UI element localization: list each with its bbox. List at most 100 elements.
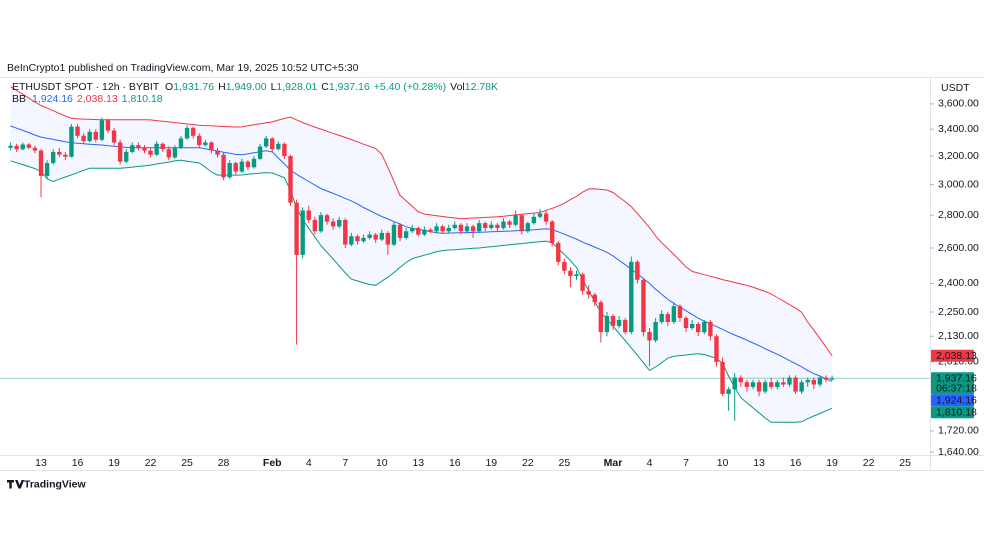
candle-body [38, 150, 44, 176]
price-countdown: 06:37:18 [936, 383, 977, 395]
candle-body [446, 228, 451, 232]
candle-body [464, 226, 470, 232]
candle-body [434, 226, 439, 232]
candle-body [306, 210, 311, 220]
candle-body [659, 313, 664, 322]
candle-body [57, 151, 62, 155]
candle-body [483, 223, 488, 229]
legend-value: 1,937.16 [329, 81, 370, 93]
candle-body [172, 147, 178, 158]
candle-body [148, 150, 153, 155]
y-unit: USDT [941, 82, 970, 94]
candle-body [257, 146, 263, 159]
candle-body [604, 315, 610, 333]
candle-body [781, 382, 786, 385]
price-badge [931, 372, 974, 395]
candle-body [330, 221, 336, 227]
price-badge [931, 406, 974, 419]
candle-body [136, 145, 141, 148]
candle-body [69, 126, 74, 157]
bb-lower [10, 159, 833, 423]
y-tick-label: 3,400.00 [938, 123, 979, 135]
candle-body [677, 306, 683, 318]
x-tick-label: 25 [181, 457, 193, 469]
y-tick-label: 3,600.00 [938, 98, 979, 110]
candle-body [343, 219, 348, 245]
bb-upper [10, 86, 833, 357]
legend-key: H [218, 81, 226, 93]
x-tick-label: 28 [218, 457, 230, 469]
candle-body [221, 154, 226, 178]
candle-body [111, 130, 117, 143]
candle-body [762, 382, 768, 392]
candle-body [805, 379, 810, 383]
candle-body [549, 221, 555, 243]
candle-body [227, 163, 232, 178]
candle-body [495, 224, 500, 229]
x-tick-label: 13 [412, 457, 424, 469]
candle-body [336, 219, 342, 227]
candle-body [50, 151, 56, 164]
candle-body [312, 219, 318, 232]
candle-body [270, 138, 275, 150]
price-badge [931, 349, 974, 362]
candle-body [209, 142, 214, 151]
x-tick-label: 13 [753, 457, 765, 469]
y-tick-label: 3,000.00 [938, 178, 979, 190]
candle-body [14, 145, 19, 150]
candle-body [568, 270, 573, 277]
x-tick-label: 7 [342, 457, 348, 469]
x-tick-label: 22 [522, 457, 534, 469]
x-tick-label: Feb [263, 457, 282, 469]
candle-body [440, 226, 445, 232]
x-tick-label: Mar [604, 457, 623, 469]
candle-body [197, 135, 202, 146]
candle-body [592, 294, 597, 303]
x-tick-label: 4 [306, 457, 312, 469]
candle-body [629, 261, 634, 333]
candle-body [671, 306, 677, 322]
brand-logo: TradingView [6, 478, 86, 490]
y-tick-label: 3,200.00 [938, 150, 979, 162]
x-tick-label: 13 [35, 457, 47, 469]
candle-body [501, 221, 506, 229]
legend-value: 1,928.01 [276, 81, 317, 93]
candle-body [142, 147, 147, 151]
logo-mark [6, 480, 25, 489]
candle-body [513, 215, 518, 225]
plot [0, 86, 930, 423]
x-tick-label: 22 [145, 457, 157, 469]
candle-body [410, 228, 415, 232]
candle-body [373, 234, 378, 240]
candle-body [154, 143, 159, 155]
candle-body [452, 224, 458, 229]
candle-body [263, 138, 269, 147]
legend-line: ETHUSDT SPOT · 12h · BYBIT O1,931.76 H1,94… [12, 81, 498, 93]
bb-legend: BB 1,924.16 2,038.13 1,810.18 [12, 93, 163, 105]
symbol: ETHUSDT SPOT · 12h · BYBIT [12, 81, 160, 93]
candle-body [537, 213, 543, 217]
candle-body [397, 224, 403, 238]
x-tick-label: 22 [863, 457, 875, 469]
candle-body [622, 319, 628, 333]
candle-body [829, 378, 835, 380]
price-badge [931, 394, 974, 407]
candle-body [391, 224, 397, 245]
x-tick-label: 16 [449, 457, 461, 469]
candle-body [665, 313, 670, 322]
candle-body [738, 377, 743, 383]
x-tick-label: 4 [647, 457, 653, 469]
candle-body [75, 126, 80, 136]
candle-body [203, 142, 208, 146]
y-tick-label: 2,400.00 [938, 277, 979, 289]
candle-body [245, 161, 251, 168]
candle-body [124, 151, 129, 162]
candle-body [653, 321, 658, 341]
candle-body [324, 215, 330, 222]
candle-body [251, 158, 257, 168]
x-tick-label: 10 [717, 457, 729, 469]
candle-body [233, 163, 238, 172]
candle-body [641, 279, 646, 333]
candle-body [166, 149, 172, 158]
